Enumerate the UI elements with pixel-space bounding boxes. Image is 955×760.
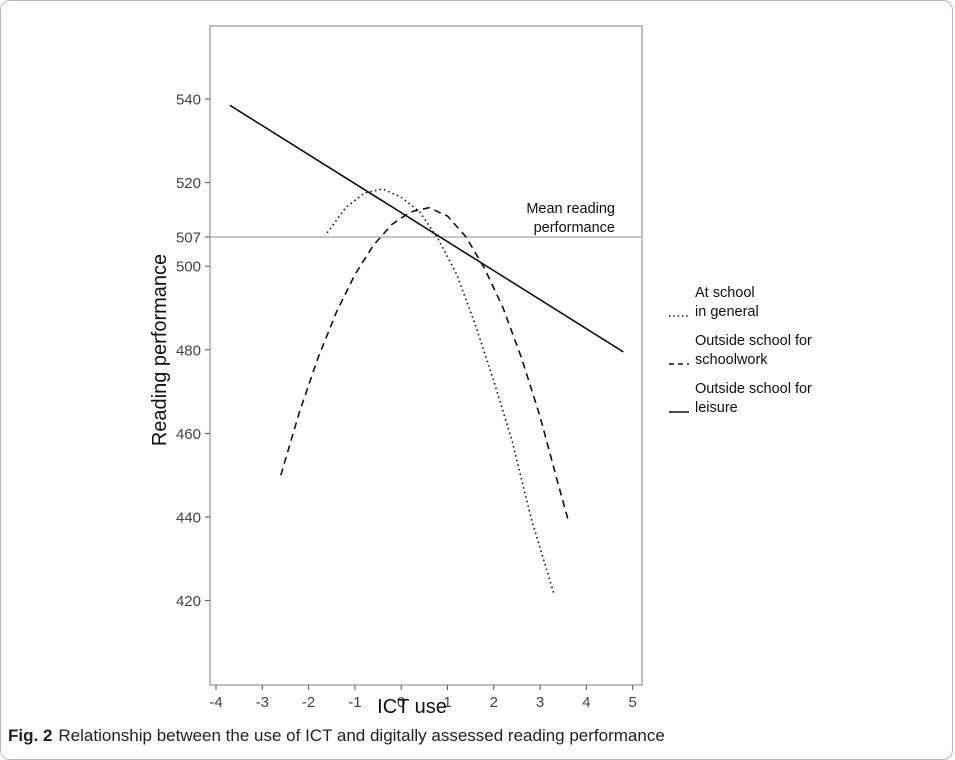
- x-axis-title: ICT use: [377, 696, 447, 718]
- x-tick-label: -2: [302, 694, 315, 711]
- x-tick-label: -4: [209, 694, 222, 711]
- y-tick-label: 500: [176, 259, 201, 276]
- legend-label-solid-line-1: Outside school for: [695, 381, 812, 397]
- x-tick-label: 3: [536, 694, 544, 711]
- legend-label-dashed-line-2: schoolwork: [695, 352, 768, 368]
- series-line-dotted: [326, 188, 555, 595]
- y-tick-label: 520: [176, 175, 201, 192]
- figure-caption: Fig. 2 Relationship between the use of IC…: [8, 726, 665, 746]
- series-line-solid: [229, 104, 624, 353]
- y-tick-label: 440: [176, 510, 201, 527]
- figure-caption-text: Relationship between the use of ICT and …: [58, 726, 665, 745]
- x-tick-label: 2: [490, 694, 498, 711]
- y-tick-label: 480: [176, 342, 201, 359]
- y-tick-label: 540: [176, 92, 201, 109]
- mean-reference-label-line-2: performance: [534, 220, 615, 236]
- figure-caption-label: Fig. 2: [8, 726, 53, 745]
- mean-reference-label-line-1: Mean reading: [526, 201, 615, 217]
- legend-label-solid-line-2: leisure: [695, 400, 738, 416]
- x-tick-label: -3: [256, 694, 269, 711]
- y-tick-label: 460: [176, 426, 201, 443]
- series-line-dashed: [280, 206, 569, 520]
- x-tick-label: 5: [629, 694, 637, 711]
- y-tick-label: 507: [176, 229, 201, 246]
- legend-label-dotted-line-1: At school: [695, 285, 755, 301]
- x-tick-label: -1: [348, 694, 361, 711]
- x-tick-label: 1: [443, 694, 451, 711]
- x-tick-label: 0: [397, 694, 405, 711]
- reading-performance-chart: Mean readingperformance42044046048050050…: [149, 25, 812, 718]
- plot-panel: [209, 25, 643, 686]
- legend-label-dashed-line-1: Outside school for: [695, 333, 812, 349]
- legend-label-dotted-line-2: in general: [695, 304, 759, 320]
- y-axis-title: Reading performance: [149, 254, 171, 446]
- y-tick-label: 420: [176, 593, 201, 610]
- x-tick-label: 4: [582, 694, 590, 711]
